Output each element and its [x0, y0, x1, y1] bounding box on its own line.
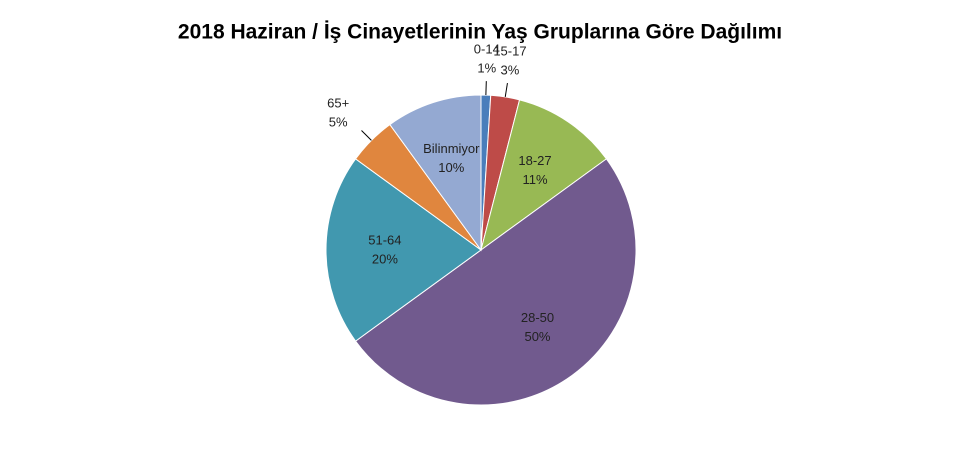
leader-line	[504, 83, 508, 97]
leader-line	[361, 130, 372, 141]
slice-value-label: 5%	[329, 115, 348, 130]
slice-value-label: 3%	[501, 63, 520, 78]
slice-label: 15-17	[493, 44, 526, 59]
pie-slice	[480, 99, 608, 252]
pie-slice	[389, 94, 482, 252]
slice-value-label: 11%	[522, 172, 547, 187]
pie-slice	[354, 158, 637, 406]
pie-slice	[325, 158, 482, 342]
slice-value-label: 50%	[524, 329, 550, 344]
slice-value-label: 1%	[477, 61, 496, 76]
slice-label: 28-50	[521, 310, 554, 325]
slice-label: 51-64	[368, 232, 401, 247]
slice-value-label: 10%	[438, 160, 464, 175]
chart-title: 2018 Haziran / İş Cinayetlerinin Yaş Gru…	[178, 21, 782, 44]
slice-label: Bilinmiyor	[423, 141, 480, 156]
slice-label: 18-27	[518, 153, 551, 168]
slice-value-label: 20%	[372, 251, 398, 266]
slice-label: 0-14	[474, 42, 500, 57]
slice-label: 65+	[327, 96, 349, 111]
